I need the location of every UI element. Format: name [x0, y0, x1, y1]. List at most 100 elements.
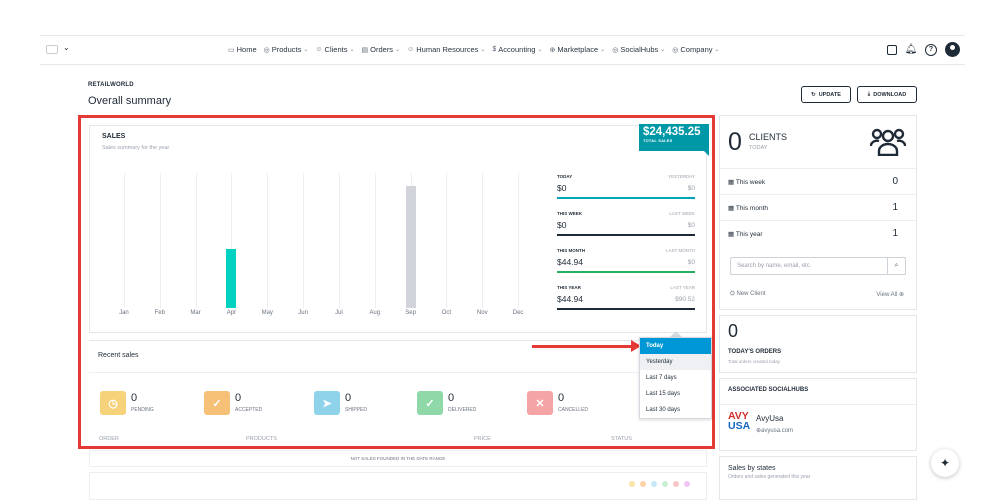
dropdown-option-last-7-days[interactable]: Last 7 days: [646, 375, 677, 381]
clients-icon: ☺: [315, 46, 323, 53]
chart-gridline: [482, 173, 484, 308]
todays-orders-card: 0 TODAY'S ORDERS Total orders created to…: [719, 315, 917, 373]
marketplace-icon: ⊕: [549, 46, 556, 54]
clock-icon: ◷: [100, 391, 126, 415]
nav-item-label: Orders: [370, 45, 394, 54]
empty-sales-message: NOT SALES FOUNDED IN THE DATE RANGE: [89, 450, 707, 467]
view-all-link[interactable]: View All ⊕: [876, 292, 904, 298]
help-icon[interactable]: ?: [925, 43, 937, 56]
x-tick-label: Apr: [226, 310, 237, 316]
row-label: This week: [735, 179, 766, 186]
date-range-dropdown[interactable]: Today Yesterday Last 7 days Last 15 days Las…: [639, 337, 712, 419]
status-cancelled: ✕ 0 CANCELLED: [527, 391, 588, 415]
highlight-box: [78, 115, 715, 449]
column-header-products: PRODUCTS: [246, 436, 277, 442]
nav-item-company[interactable]: ◎ Company ⌄: [672, 45, 719, 54]
refresh-icon: ↻: [811, 91, 816, 98]
sales-title: SALES: [102, 133, 126, 140]
chevron-down-icon[interactable]: ⌄: [63, 43, 70, 52]
status-shipped: ➤ 0 SHIPPED: [314, 391, 367, 415]
chevron-down-icon: ⌄: [537, 47, 543, 53]
dropdown-option-today[interactable]: Today: [640, 338, 711, 354]
chart-bar-sep: [405, 185, 416, 308]
send-icon: ➤: [314, 391, 340, 415]
states-subtitle: Orders and sales generated this year: [728, 474, 811, 480]
row-label: This month: [735, 205, 768, 212]
stat-compare-value: $0: [687, 259, 695, 266]
bell-icon[interactable]: 🔔︎: [904, 44, 918, 55]
status-count: 0: [558, 392, 565, 404]
x-tick-label: Jun: [298, 310, 308, 316]
search-icon[interactable]: ⌕: [887, 257, 906, 275]
socialhub-url[interactable]: ⊕avyusa.com: [756, 428, 794, 434]
nav-item-label: Home: [236, 45, 257, 54]
status-dot: [629, 481, 635, 487]
nav-item-accounting[interactable]: $ Accounting ⌄: [492, 45, 542, 54]
main-nav: ▭ Home ◎ Products ⌄ ☺ Clients ⌄ ▤ Orders ⌄ ☺ Human R…: [228, 45, 720, 54]
update-button[interactable]: ↻ UPDATE: [801, 86, 851, 103]
nav-item-products[interactable]: ◎ Products ⌄: [264, 45, 309, 54]
clipboard-check-icon: ✓: [417, 391, 443, 415]
client-search-input[interactable]: Search by name, email, etc.: [730, 257, 906, 275]
clients-row-this-month: ▦ This month 1: [720, 194, 916, 220]
nav-item-marketplace[interactable]: ⊕ Marketplace ⌄: [549, 45, 605, 54]
clients-card: 0 CLIENTS TODAY ▦ This week 0 ▦ This month…: [719, 115, 917, 310]
stat-compare-label: LAST WEEK: [669, 211, 695, 216]
dropdown-option-yesterday[interactable]: Yesterday: [640, 354, 711, 370]
nav-item-socialhubs[interactable]: ◎ SocialHubs ⌄: [612, 45, 665, 54]
sparkle-assistant-button[interactable]: ✦: [931, 449, 959, 477]
stat-underline: [557, 308, 695, 310]
chart-gridline: [267, 173, 269, 308]
products-icon: ◎: [263, 46, 270, 54]
stat-compare-label: LAST MONTH: [666, 248, 695, 253]
notes-icon[interactable]: [887, 44, 897, 55]
x-tick-label: Oct: [441, 310, 452, 316]
nav-item-label: Company: [680, 45, 713, 54]
row-value: 0: [892, 176, 898, 187]
stat-label: THIS MONTH: [557, 248, 585, 253]
clients-row-this-year: ▦ This year 1: [720, 220, 916, 246]
sales-subtitle: Sales summary for the year: [102, 145, 170, 151]
sales-card: SALES Sales summary for the year Jan Feb M…: [89, 124, 709, 333]
status-dot: [640, 481, 646, 487]
nav-item-human-resources[interactable]: ☺ Human Resources ⌄: [407, 45, 485, 54]
status-accepted: ✓ 0 ACCEPTED: [204, 391, 262, 415]
clients-subtitle: TODAY: [749, 145, 768, 151]
stat-compare-value: $0: [687, 222, 695, 229]
chart-gridline: [195, 173, 197, 308]
status-dot: [662, 481, 668, 487]
x-tick-label: May: [261, 310, 273, 316]
stat-compare-label: YESTERDAY: [668, 174, 695, 179]
dropdown-option-last-15-days[interactable]: Last 15 days: [646, 391, 681, 397]
top-right-icons: 🔔︎ ?: [887, 42, 960, 57]
dropdown-option-last-30-days[interactable]: Last 30 days: [646, 407, 681, 413]
status-count: 0: [448, 392, 455, 404]
chevron-down-icon: ⌄: [660, 47, 666, 53]
chevron-down-icon: ⌄: [600, 47, 606, 53]
socialhubs-icon: ◎: [612, 46, 619, 54]
x-tick-label: Sep: [405, 310, 416, 316]
socialhub-name[interactable]: AvyUsa: [756, 414, 784, 423]
chart-gridline: [446, 173, 448, 308]
status-dot: [673, 481, 679, 487]
breadcrumb: RETAILWORLD: [88, 82, 134, 88]
stat-value: $0: [557, 183, 567, 193]
company-icon: ◎: [672, 46, 679, 54]
new-client-link[interactable]: ⛭ New Client: [730, 291, 766, 297]
nav-item-clients[interactable]: ☺ Clients ⌄: [315, 45, 354, 54]
socialhubs-card: ASSOCIATED SOCIALHUBS AVY USA AvyUsa ⊕avy…: [719, 378, 917, 451]
chevron-down-icon: ⌄: [714, 47, 720, 53]
nav-item-orders[interactable]: ▤ Orders ⌄: [362, 45, 401, 54]
download-button[interactable]: ⤓ DOWNLOAD: [857, 86, 917, 103]
nav-item-label: Products: [271, 45, 302, 54]
logo-icon[interactable]: [46, 45, 58, 54]
stat-compare-value: $0: [687, 185, 695, 192]
stat-underline: [557, 197, 695, 199]
status-count: 0: [131, 392, 138, 404]
socialhubs-title: ASSOCIATED SOCIALHUBS: [728, 387, 809, 393]
nav-item-home[interactable]: ▭ Home: [228, 45, 257, 54]
status-delivered: ✓ 0 DELIVERED: [417, 391, 476, 415]
user-avatar-icon[interactable]: [945, 42, 960, 57]
status-dot: [684, 481, 690, 487]
nav-item-label: Accounting: [498, 45, 536, 54]
